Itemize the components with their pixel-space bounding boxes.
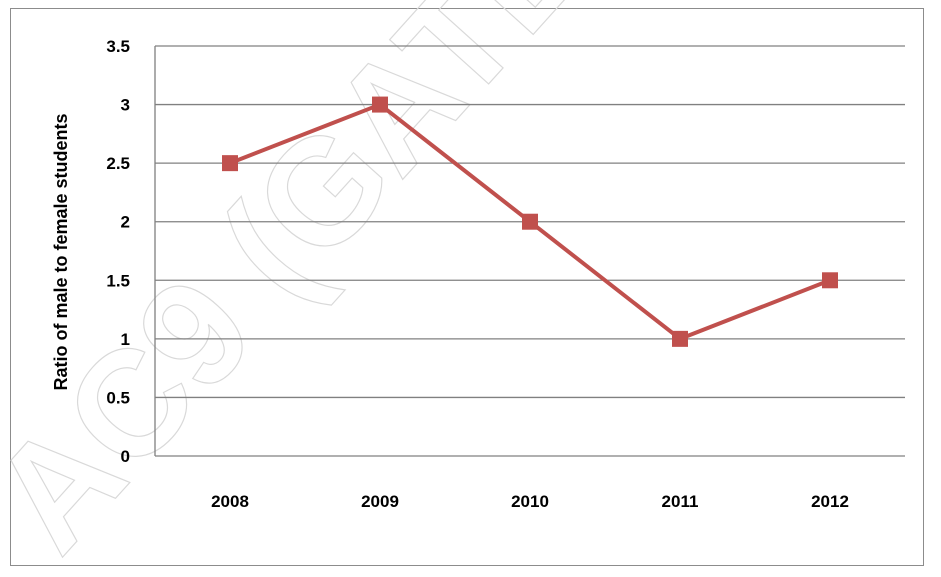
data-point-2012 (822, 272, 838, 289)
watermark-text: AC9 (GATE (0, 0, 618, 577)
y-tick-label: 1.5 (106, 271, 130, 290)
x-tick-label: 2012 (811, 492, 849, 511)
x-tick-label: 2009 (361, 492, 399, 511)
y-axis-label: Ratio of male to female students (51, 113, 71, 390)
y-tick-label: 3.5 (106, 37, 130, 56)
y-tick-label: 3 (121, 96, 130, 115)
watermark: AC9 (GATE (0, 0, 618, 577)
data-point-2008 (222, 155, 238, 172)
series-group (222, 96, 838, 347)
y-tick-label: 0.5 (106, 388, 130, 407)
x-tick-label: 2010 (511, 492, 549, 511)
y-tick-label: 2.5 (106, 154, 130, 173)
chart-frame (10, 8, 924, 566)
gridlines (154, 45, 905, 457)
x-axis-ticks: 2008 2009 2010 2011 2012 (211, 492, 849, 511)
data-point-2009 (372, 96, 388, 113)
y-axis-ticks: 0 0.5 1 1.5 2 2.5 3 3.5 (106, 37, 130, 466)
data-point-2011 (672, 330, 688, 347)
x-tick-label: 2011 (662, 492, 699, 511)
y-tick-label: 2 (121, 213, 130, 232)
x-tick-label: 2008 (211, 492, 249, 511)
y-tick-label: 1 (121, 330, 130, 349)
data-point-2010 (522, 213, 538, 230)
y-tick-label: 0 (121, 447, 130, 466)
